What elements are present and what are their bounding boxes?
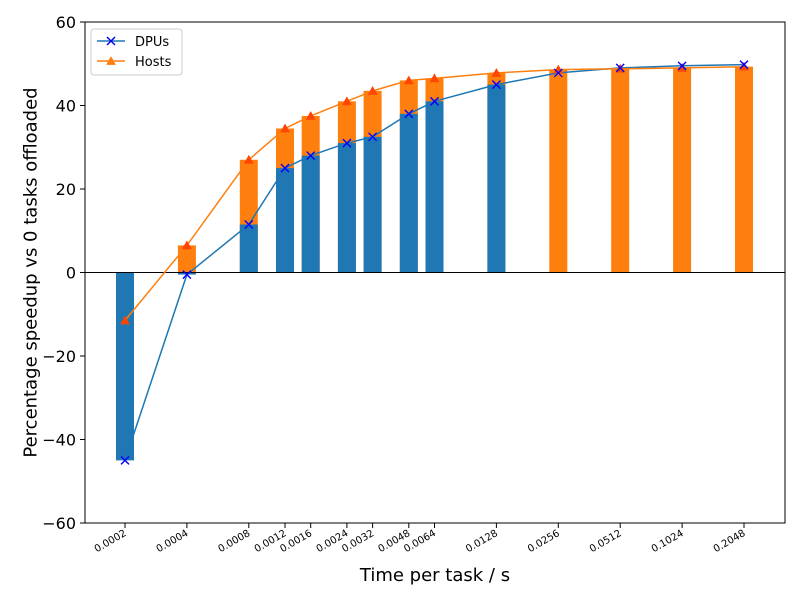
hosts-point	[305, 110, 316, 120]
dpu-bar	[363, 136, 382, 273]
hosts-point	[429, 73, 440, 83]
y-tick-label: −40	[42, 431, 76, 450]
host-bar	[735, 66, 753, 273]
y-axis-title: Percentage speedup vs 0 tasks offloaded	[20, 87, 41, 457]
y-tick-label: 20	[56, 180, 76, 199]
hosts-point	[491, 67, 502, 77]
hosts-point	[403, 75, 414, 85]
dpus-point	[615, 63, 625, 73]
hosts-point	[243, 154, 254, 164]
legend-label-dpus: DPUs	[135, 35, 169, 50]
dpus-point	[430, 96, 439, 106]
dpu-bar	[116, 272, 134, 461]
dpu-bar	[239, 224, 258, 273]
dpus-point	[182, 270, 192, 280]
dpu-bar	[337, 143, 356, 273]
dpus-point	[677, 61, 687, 71]
dpus-point	[739, 60, 749, 70]
legend-marker-dpus	[106, 36, 116, 46]
host-bar	[177, 245, 196, 273]
x-axis-title: Time per task / s	[359, 565, 510, 586]
dpus-point	[306, 151, 316, 161]
lines-layer	[124, 63, 745, 461]
host-bar	[549, 69, 568, 273]
hosts-point	[341, 96, 352, 106]
dpu-bar	[276, 168, 295, 273]
dpus-point	[368, 132, 378, 142]
hosts-point	[181, 240, 192, 250]
legend: DPUs Hosts	[90, 28, 183, 76]
legend-label-hosts: Hosts	[135, 55, 172, 70]
host-bar	[611, 68, 630, 273]
host-bar	[673, 67, 692, 273]
dpus-point	[553, 68, 563, 78]
dpus-point	[491, 80, 501, 90]
y-tick-label: 40	[56, 97, 76, 116]
dpu-bar	[399, 113, 418, 273]
hosts-point	[367, 85, 378, 95]
dpus-point	[280, 163, 290, 173]
y-axis: −60 −40 −20 0 20 40 60	[42, 13, 85, 533]
bars-layer	[116, 66, 753, 461]
dpus-point	[342, 138, 352, 148]
dpu-bar	[301, 155, 320, 273]
dpu-bar	[425, 101, 444, 273]
dpus-point	[404, 109, 414, 119]
markers-layer	[120, 60, 749, 465]
y-tick-label: −60	[42, 514, 76, 533]
legend-item-dpus: DPUs	[97, 35, 169, 50]
dpus-point	[244, 219, 254, 229]
y-tick-label: 60	[56, 13, 76, 32]
hosts-point	[120, 315, 130, 325]
hosts-series-line	[124, 65, 745, 321]
dpus-point	[120, 455, 130, 465]
hosts-point	[280, 123, 290, 133]
y-tick-label: −20	[42, 347, 76, 366]
y-tick-label: 0	[66, 264, 76, 283]
dpu-bar	[177, 272, 196, 275]
legend-item-hosts: Hosts	[97, 55, 172, 70]
legend-marker-hosts	[106, 55, 116, 65]
dpu-bar	[487, 84, 506, 273]
